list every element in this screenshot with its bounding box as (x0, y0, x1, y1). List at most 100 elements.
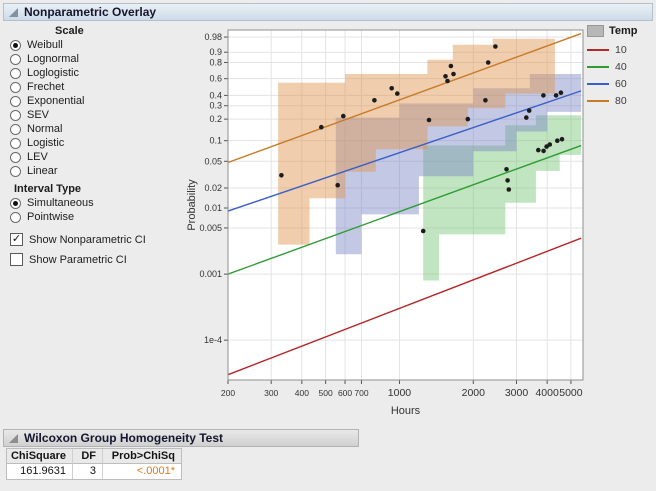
radio-button-icon[interactable] (10, 137, 21, 149)
data-point[interactable] (553, 93, 559, 98)
radio-option-interval-pointwise[interactable]: Pointwise (10, 210, 200, 224)
legend-label: 10 (615, 44, 627, 56)
wilcoxon-table-row: 161.9631 3 <.0001* (7, 464, 181, 479)
radio-button-icon[interactable] (10, 109, 21, 121)
data-point[interactable] (504, 167, 509, 172)
column-header-df: DF (73, 449, 103, 464)
radio-option-scale-sev[interactable]: SEV (10, 108, 200, 122)
ci-checkboxes-group: ✓ Show Nonparametric CI Show Parametric CI (10, 230, 200, 269)
wilcoxon-table-header: ChiSquare DF Prob>ChiSq (7, 449, 181, 464)
probability-plot-canvas[interactable]: 200 300 400 500 600 700 1000 2000 3000 4000 5000 0.… (185, 22, 589, 424)
data-point[interactable] (465, 116, 471, 122)
checkbox-show-parametric-ci[interactable]: Show Parametric CI (10, 250, 200, 269)
plot-background (228, 30, 583, 380)
radio-option-scale-lev[interactable]: LEV (10, 150, 200, 164)
plot-series-layer (228, 32, 582, 376)
radio-option-scale-linear[interactable]: Linear (10, 164, 200, 178)
data-point[interactable] (335, 182, 340, 188)
data-point[interactable] (506, 187, 512, 192)
table-value: 3 (73, 464, 103, 479)
data-point[interactable] (547, 142, 553, 147)
axis-tick-label: 0.02 (204, 183, 222, 193)
data-point[interactable] (389, 86, 394, 91)
data-point[interactable] (555, 138, 560, 143)
table-value: 161.9631 (7, 464, 73, 479)
data-point[interactable] (541, 93, 546, 98)
data-point[interactable] (341, 113, 346, 119)
data-point[interactable] (505, 178, 510, 183)
radio-option-scale-lognormal[interactable]: Lognormal (10, 52, 200, 66)
option-label: Frechet (27, 81, 65, 93)
scale-group-label: Scale (55, 25, 84, 37)
radio-button-icon[interactable] (10, 165, 21, 177)
axis-tick-label: 0.005 (199, 223, 222, 233)
data-point[interactable] (483, 98, 488, 103)
radio-option-scale-normal[interactable]: Normal (10, 122, 200, 136)
axis-tick-label: 0.01 (204, 203, 222, 213)
ci-band-temp-60 (335, 74, 582, 255)
axis-tick-label: 0.6 (209, 74, 222, 84)
data-point[interactable] (420, 228, 426, 234)
radio-option-scale-exponential[interactable]: Exponential (10, 94, 200, 108)
axis-tick-label: 500 (319, 388, 333, 398)
data-point[interactable] (526, 108, 532, 113)
data-point[interactable] (451, 71, 456, 77)
radio-button-icon[interactable] (10, 151, 21, 163)
checkbox-icon[interactable] (10, 253, 23, 266)
legend-item-80[interactable]: 80 (587, 93, 653, 109)
radio-button-icon[interactable] (10, 67, 21, 79)
radio-option-scale-logistic[interactable]: Logistic (10, 136, 200, 150)
radio-button-icon[interactable] (10, 53, 21, 65)
legend-line-swatch (587, 100, 609, 102)
controls-panel: Scale Weibull Lognormal Loglogistic Frechet… (10, 24, 200, 269)
data-point[interactable] (558, 90, 564, 95)
data-point[interactable] (426, 117, 432, 123)
data-point[interactable] (493, 44, 498, 49)
legend-gray-swatch[interactable] (587, 25, 604, 37)
checkbox-icon[interactable]: ✓ (10, 233, 23, 246)
option-label: Pointwise (27, 211, 75, 223)
legend-item-40[interactable]: 40 (587, 59, 653, 75)
data-point[interactable] (445, 78, 450, 84)
radio-button-icon[interactable] (10, 123, 21, 135)
data-point[interactable] (541, 148, 546, 154)
fit-line-temp-40 (228, 144, 582, 275)
column-header-chisquare: ChiSquare (7, 449, 73, 464)
radio-button-icon[interactable] (10, 95, 21, 107)
data-point[interactable] (524, 115, 529, 120)
data-point[interactable] (279, 173, 284, 178)
radio-option-scale-weibull[interactable]: Weibull (10, 38, 200, 52)
axis-tick-label: 0.2 (209, 114, 222, 124)
legend-item-10[interactable]: 10 (587, 42, 653, 58)
data-point[interactable] (536, 147, 541, 153)
radio-button-icon[interactable] (10, 197, 21, 209)
data-point[interactable] (485, 60, 491, 65)
axis-tick-label: 0.8 (209, 58, 222, 68)
radio-option-scale-frechet[interactable]: Frechet (10, 80, 200, 94)
legend-item-60[interactable]: 60 (587, 76, 653, 92)
disclosure-triangle-icon[interactable] (9, 7, 18, 17)
data-point[interactable] (395, 91, 400, 96)
option-label: Weibull (27, 39, 63, 51)
disclosure-triangle-icon[interactable] (9, 433, 18, 443)
wilcoxon-titlebar[interactable]: Wilcoxon Group Homogeneity Test (3, 429, 359, 447)
data-point[interactable] (443, 74, 448, 79)
data-point[interactable] (448, 63, 454, 69)
radio-button-icon[interactable] (10, 39, 21, 51)
checkbox-show-nonparametric-ci[interactable]: ✓ Show Nonparametric CI (10, 230, 200, 249)
radio-option-scale-loglogistic[interactable]: Loglogistic (10, 66, 200, 80)
option-label: Normal (27, 123, 63, 135)
radio-button-icon[interactable] (10, 81, 21, 93)
option-label: Exponential (27, 95, 85, 107)
x-axis-title: Hours (391, 405, 421, 417)
nonparametric-overlay-titlebar[interactable]: Nonparametric Overlay (3, 3, 653, 21)
data-point[interactable] (372, 98, 377, 103)
data-point[interactable] (319, 124, 324, 130)
table-value: <.0001* (136, 465, 175, 477)
radio-option-interval-simultaneous[interactable]: Simultaneous (10, 196, 200, 210)
legend-line-swatch (587, 83, 609, 85)
data-point[interactable] (559, 136, 565, 142)
fit-line-temp-10 (228, 237, 582, 376)
option-label: Simultaneous (27, 197, 94, 209)
radio-button-icon[interactable] (10, 211, 21, 223)
